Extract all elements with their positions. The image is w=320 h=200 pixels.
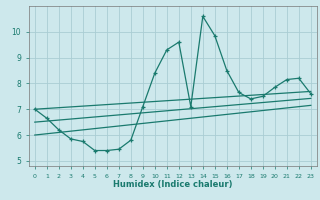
X-axis label: Humidex (Indice chaleur): Humidex (Indice chaleur)	[113, 180, 233, 189]
